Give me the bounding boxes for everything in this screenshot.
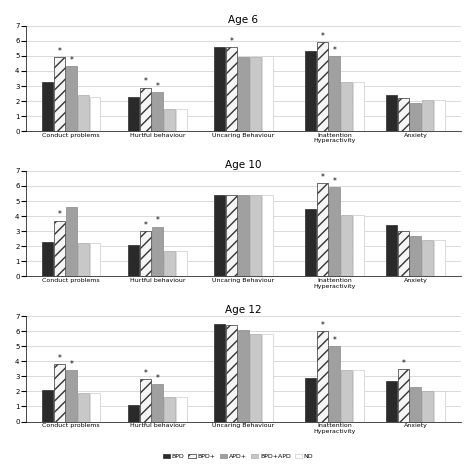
- Bar: [422, 240, 433, 276]
- Bar: [89, 97, 100, 131]
- Bar: [128, 405, 139, 422]
- Bar: [140, 379, 151, 422]
- Bar: [89, 243, 100, 276]
- Text: *: *: [332, 46, 336, 55]
- Bar: [238, 57, 249, 131]
- Text: *: *: [320, 173, 324, 182]
- Text: *: *: [229, 37, 233, 46]
- Bar: [341, 370, 352, 422]
- Bar: [78, 393, 89, 422]
- Bar: [329, 187, 340, 276]
- Text: *: *: [320, 32, 324, 41]
- Title: Age 10: Age 10: [225, 160, 262, 170]
- Bar: [176, 251, 187, 276]
- Bar: [305, 209, 316, 276]
- Bar: [262, 334, 273, 422]
- Bar: [398, 369, 409, 422]
- Bar: [42, 242, 53, 276]
- Bar: [410, 387, 421, 422]
- Bar: [226, 325, 237, 422]
- Bar: [317, 331, 327, 422]
- Bar: [398, 231, 409, 276]
- Bar: [317, 183, 327, 276]
- Bar: [386, 95, 397, 131]
- Bar: [434, 240, 445, 276]
- Bar: [214, 324, 225, 422]
- Bar: [128, 97, 139, 131]
- Bar: [214, 195, 225, 276]
- Bar: [410, 103, 421, 131]
- Bar: [226, 195, 237, 276]
- Text: *: *: [155, 374, 159, 383]
- Legend: BPD, BPD+, APD+, BPD+APD, ND: BPD, BPD+, APD+, BPD+APD, ND: [160, 452, 316, 462]
- Bar: [250, 334, 261, 422]
- Bar: [305, 378, 316, 422]
- Text: *: *: [143, 369, 147, 378]
- Bar: [329, 346, 340, 422]
- Text: *: *: [69, 56, 73, 65]
- Text: *: *: [57, 354, 61, 363]
- Title: Age 6: Age 6: [228, 15, 258, 25]
- Bar: [262, 56, 273, 131]
- Bar: [214, 47, 225, 131]
- Text: *: *: [402, 359, 406, 367]
- Bar: [341, 215, 352, 276]
- Bar: [164, 251, 175, 276]
- Bar: [305, 52, 316, 131]
- Bar: [42, 390, 53, 422]
- Bar: [176, 109, 187, 131]
- Bar: [386, 381, 397, 422]
- Bar: [66, 207, 77, 276]
- Bar: [164, 109, 175, 131]
- Bar: [386, 225, 397, 276]
- Bar: [152, 226, 163, 276]
- Bar: [262, 195, 273, 276]
- Bar: [329, 56, 340, 131]
- Bar: [353, 215, 364, 276]
- Bar: [54, 364, 65, 422]
- Text: *: *: [155, 82, 159, 91]
- Text: *: *: [155, 217, 159, 226]
- Bar: [140, 231, 151, 276]
- Text: *: *: [332, 336, 336, 345]
- Bar: [140, 87, 151, 131]
- Text: *: *: [143, 77, 147, 86]
- Bar: [176, 398, 187, 422]
- Bar: [152, 384, 163, 422]
- Bar: [238, 330, 249, 422]
- Title: Age 12: Age 12: [225, 305, 262, 315]
- Bar: [78, 95, 89, 131]
- Bar: [422, 100, 433, 131]
- Bar: [341, 81, 352, 131]
- Bar: [78, 243, 89, 276]
- Bar: [250, 57, 261, 131]
- Bar: [66, 66, 77, 131]
- Text: *: *: [57, 47, 61, 56]
- Bar: [238, 195, 249, 276]
- Bar: [398, 98, 409, 131]
- Text: *: *: [143, 221, 147, 230]
- Text: *: *: [57, 211, 61, 219]
- Text: *: *: [320, 321, 324, 330]
- Bar: [226, 47, 237, 131]
- Bar: [422, 392, 433, 422]
- Bar: [434, 100, 445, 131]
- Bar: [54, 57, 65, 131]
- Bar: [152, 92, 163, 131]
- Bar: [89, 393, 100, 422]
- Bar: [353, 81, 364, 131]
- Bar: [128, 245, 139, 276]
- Bar: [250, 195, 261, 276]
- Text: *: *: [332, 177, 336, 186]
- Bar: [42, 81, 53, 131]
- Bar: [410, 236, 421, 276]
- Bar: [164, 398, 175, 422]
- Bar: [353, 370, 364, 422]
- Bar: [66, 370, 77, 422]
- Bar: [317, 42, 327, 131]
- Bar: [54, 221, 65, 276]
- Bar: [434, 392, 445, 422]
- Text: *: *: [69, 360, 73, 369]
